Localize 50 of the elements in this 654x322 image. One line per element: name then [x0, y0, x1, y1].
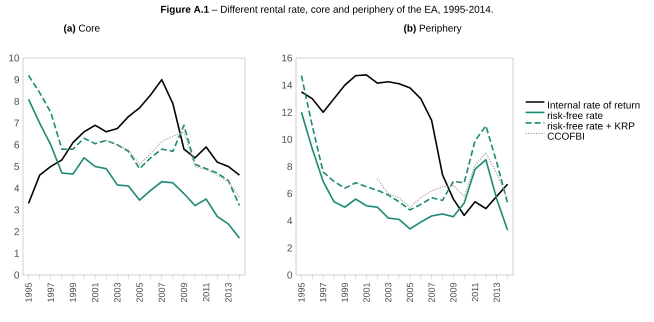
y-tick-label: 4 [14, 184, 20, 192]
line-series [376, 152, 508, 208]
legend-label: risk-free rate + KRP [548, 122, 634, 130]
y-tick-label: 0 [287, 271, 292, 279]
chart-subtitle: (b) Periphery [404, 24, 462, 34]
y-tick-label: 8 [287, 162, 292, 170]
legend-label: Internal rate of return [548, 101, 640, 109]
y-tick-label: 14 [282, 82, 292, 89]
legend-label: risk-free rate [548, 112, 603, 120]
x-tick-label: 2005 [406, 282, 414, 302]
x-tick-label: 1999 [342, 282, 348, 302]
chart-subtitle: (a) Core [64, 24, 100, 34]
x-tick-label: 2011 [202, 282, 210, 302]
y-tick-label: 5 [14, 163, 20, 170]
y-tick-label: 2 [14, 228, 19, 236]
line-series [28, 98, 240, 239]
x-tick-label: 2011 [472, 282, 478, 302]
x-tick-label: 1995 [298, 282, 305, 302]
y-tick-label: 2 [287, 244, 292, 252]
y-tick-label: 12 [282, 108, 292, 116]
x-tick-label: 2001 [363, 282, 370, 302]
y-tick-label: 10 [282, 136, 292, 143]
y-tick-label: 0 [14, 271, 20, 279]
y-tick-label: 9 [14, 76, 20, 84]
x-tick-label: 2007 [158, 282, 165, 302]
y-tick-label: 16 [282, 54, 292, 62]
line-series [106, 131, 240, 198]
x-tick-label: 1997 [48, 282, 54, 302]
x-tick-label: 2007 [428, 282, 435, 302]
x-tick-label: 1997 [320, 282, 326, 302]
x-tick-label: 2005 [136, 282, 143, 302]
x-tick-label: 2003 [114, 282, 121, 302]
x-tick-label: 1995 [25, 282, 32, 302]
x-tick-label: 2013 [225, 282, 232, 302]
x-tick-label: 2013 [494, 282, 500, 302]
y-tick-label: 6 [287, 190, 292, 198]
y-tick-label: 6 [14, 141, 20, 148]
y-tick-label: 10 [9, 54, 20, 62]
y-tick-label: 7 [14, 120, 19, 127]
x-tick-label: 2009 [450, 282, 457, 302]
x-tick-label: 2009 [180, 282, 188, 302]
x-tick-label: 1999 [70, 282, 76, 302]
y-tick-label: 4 [287, 217, 292, 224]
y-tick-label: 3 [14, 206, 20, 214]
x-tick-label: 2001 [92, 282, 98, 302]
y-tick-label: 1 [14, 250, 19, 257]
legend-label: CCOFBI [548, 132, 584, 140]
x-tick-label: 2003 [385, 282, 392, 302]
y-tick-label: 8 [14, 98, 20, 105]
text: Figure A.1 – Different rental rate, core and periphery of the EA, 1995-2014. [161, 6, 493, 15]
